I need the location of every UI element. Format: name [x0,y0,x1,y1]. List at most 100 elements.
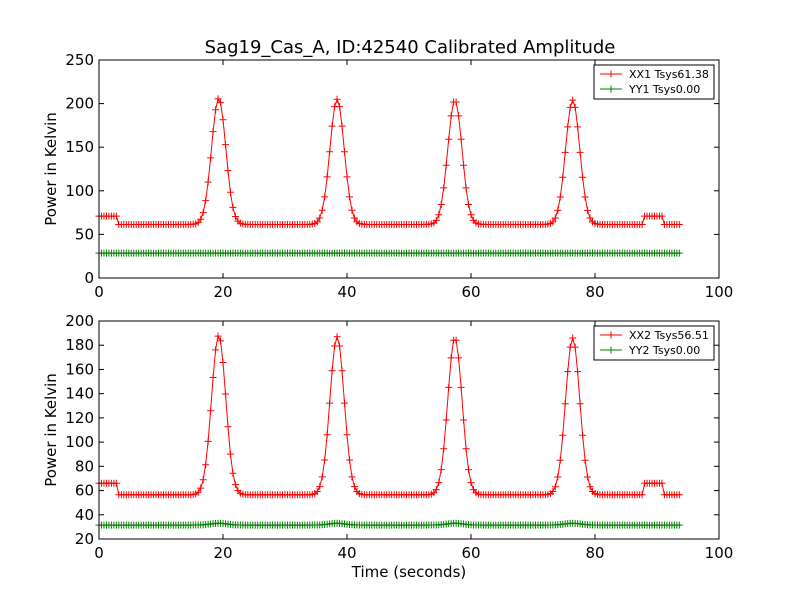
x-axis-label: Time (seconds) [351,563,467,581]
bottom-data-point [442,416,450,424]
bottom-data-point [447,354,455,362]
top-data-point [202,197,210,205]
bottom-data-point [328,367,336,375]
top-data-point [212,106,220,114]
bottom-data-point [561,400,569,408]
bottom-data-point [226,450,234,458]
top-legend-label: XX1 Tsys61.38 [629,68,709,81]
top-data-point [333,95,341,103]
top-data-point [341,148,349,156]
top-y-axis-label: Power in Kelvin [42,112,60,226]
top-x-tick-label: 40 [337,283,356,301]
top-series-xx1-tsys61-38 [95,95,683,228]
bottom-data-point [437,466,445,474]
top-data-point [460,161,468,169]
bottom-data-point [455,354,463,362]
top-x-tick-label: 0 [94,283,104,301]
top-data-point [207,154,215,162]
bottom-data-point [199,476,207,484]
bottom-legend-marker [607,346,615,354]
top-data-point [445,135,453,143]
top-data-point [214,95,222,103]
top-data-point [316,214,324,222]
top-legend-label: YY1 Tsys0.00 [628,83,700,96]
top-data-point [586,214,594,222]
top-data-point [576,148,584,156]
top-data-point [336,103,344,111]
bottom-y-tick-label: 40 [75,506,94,524]
top-data-point [204,178,212,186]
bottom-x-tick-label: 20 [213,544,232,562]
bottom-y-tick-label: 180 [65,336,94,354]
top-data-point [556,193,564,201]
top-x-tick-label: 80 [585,283,604,301]
bottom-x-tick-label: 0 [94,544,104,562]
top-data-point [574,123,582,131]
top-data-point [318,206,326,214]
bottom-data-point [658,479,666,487]
bottom-legend: XX2 Tsys56.51 YY2 Tsys0.00 [593,325,715,361]
bottom-data-point [462,445,470,453]
top-data-point [321,193,329,201]
top-data-point [465,201,473,209]
top-data-point [579,173,587,181]
top-data-point [229,203,237,211]
top-data-point [551,214,559,222]
top-data-point [467,211,475,219]
top-data-point [313,218,321,226]
bottom-data-point [574,368,582,376]
top-data-point [584,206,592,214]
top-y-tick-label: 250 [65,51,94,69]
top-data-point [554,206,562,214]
bottom-data-point [204,437,212,445]
top-data-point [343,173,351,181]
bottom-data-point [224,423,232,431]
top-data-point [571,103,579,111]
bottom-data-point [112,479,120,487]
bottom-legend-box [593,325,715,361]
bottom-data-point [571,343,579,351]
bottom-data-point [432,486,440,494]
top-data-point [581,193,589,201]
bottom-data-point [209,374,217,382]
bottom-data-point [217,337,225,345]
bottom-data-point [214,332,222,340]
top-data-point [348,206,356,214]
top-data-point [447,112,455,120]
bottom-series-yy2-tsys0-00 [95,519,683,529]
top-data-point [675,220,683,228]
top-data-point [440,184,448,192]
bottom-data-point [576,400,584,408]
bottom-y-tick-label: 20 [75,530,94,548]
bottom-data-point [321,456,329,464]
top-data-point [437,201,445,209]
bottom-data-point [229,469,237,477]
bottom-data-point [457,383,465,391]
top-data-point [226,188,234,196]
bottom-y-tick-label: 140 [65,385,94,403]
top-data-point [326,148,334,156]
top-data-point [455,112,463,120]
bottom-legend-marker [607,331,615,339]
top-plot-area [95,95,683,257]
bottom-axes-frame [98,320,720,540]
bottom-y-tick-label: 160 [65,360,94,378]
bottom-data-point [460,416,468,424]
bottom-data-point [467,479,475,487]
top-data-point [338,122,346,130]
bottom-data-point [348,473,356,481]
top-data-point [638,220,646,228]
bottom-x-tick-label: 60 [461,544,480,562]
bottom-x-tick-label: 80 [585,544,604,562]
bottom-data-point [554,473,562,481]
top-y-tick-label: 0 [84,269,94,287]
top-data-point [219,116,227,124]
bottom-data-point [584,473,592,481]
top-legend-marker [607,70,615,78]
top-data-point [217,99,225,107]
top-axes-frame [98,59,720,279]
bottom-data-point [212,346,220,354]
bottom-data-point [559,431,567,439]
bottom-data-point [445,383,453,391]
